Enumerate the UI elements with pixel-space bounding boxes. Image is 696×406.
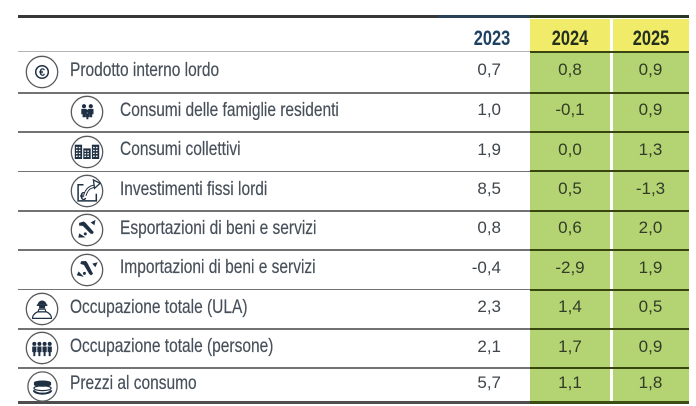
svg-text:€: € (39, 67, 45, 79)
svg-text:€: € (79, 191, 86, 203)
